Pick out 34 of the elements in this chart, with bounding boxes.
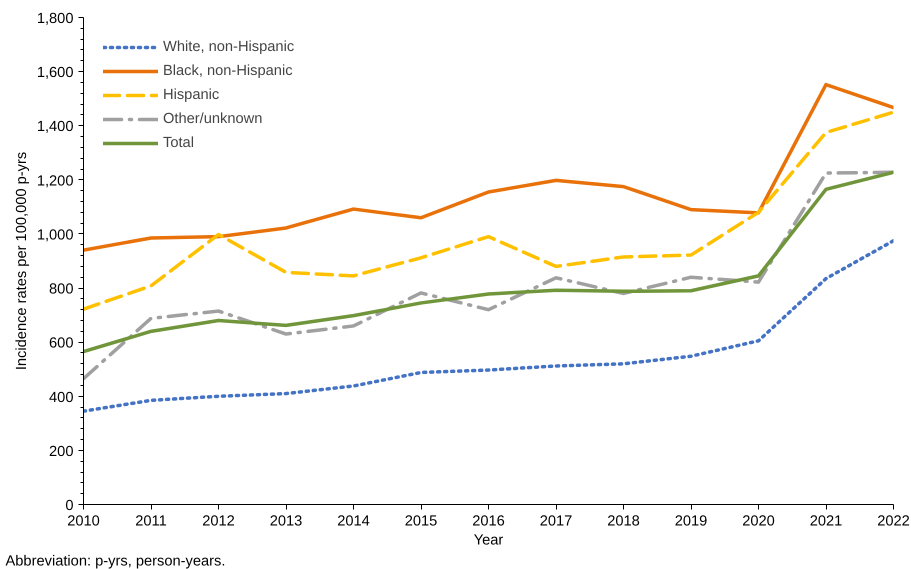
x-tick-label: 2015: [404, 514, 438, 530]
x-tick-label: 2013: [270, 514, 302, 530]
y-axis-title: Incidence rates per 100,000 p-yrs: [14, 152, 30, 370]
y-tick-label: 0: [65, 498, 74, 514]
legend-label: Black, non-Hispanic: [163, 63, 293, 79]
line-series: [84, 238, 894, 413]
x-tick-label: 2017: [540, 514, 572, 530]
x-tick-label: 2019: [674, 514, 708, 530]
x-tick-label: 2011: [135, 514, 167, 530]
y-tick-label: 1,400: [36, 119, 74, 136]
y-tick-label: 1,600: [36, 65, 74, 82]
y-tick-label: 1,000: [36, 227, 74, 244]
x-tick-label: 2014: [337, 514, 370, 530]
y-tick-label: 600: [49, 336, 74, 352]
legend-label: White, non-Hispanic: [163, 39, 294, 55]
y-tick-label: 1,200: [36, 173, 74, 190]
x-tick-label: 2020: [742, 514, 775, 530]
x-tick-label: 2022: [877, 514, 910, 530]
line-series: [84, 110, 894, 311]
text: Abbreviation: p-yrs, person-years.: [6, 554, 226, 569]
legend-label: Other/unknown: [163, 111, 262, 127]
y-tick-label: 200: [49, 444, 74, 460]
x-tick-label: 2018: [607, 514, 640, 530]
x-tick-label: 2016: [472, 514, 505, 530]
x-tick-label: 2021: [810, 514, 842, 530]
x-axis-title: Year: [474, 532, 504, 548]
y-tick-label: 800: [49, 282, 74, 298]
x-tick-label: 2012: [202, 514, 235, 530]
line-series: [84, 82, 894, 252]
x-tick-label: 2010: [67, 514, 100, 530]
legend-label: Total: [163, 135, 194, 151]
legend-label: Hispanic: [163, 87, 220, 103]
y-tick-label: 400: [49, 390, 74, 406]
y-tick-label: 1,800: [36, 11, 74, 27]
